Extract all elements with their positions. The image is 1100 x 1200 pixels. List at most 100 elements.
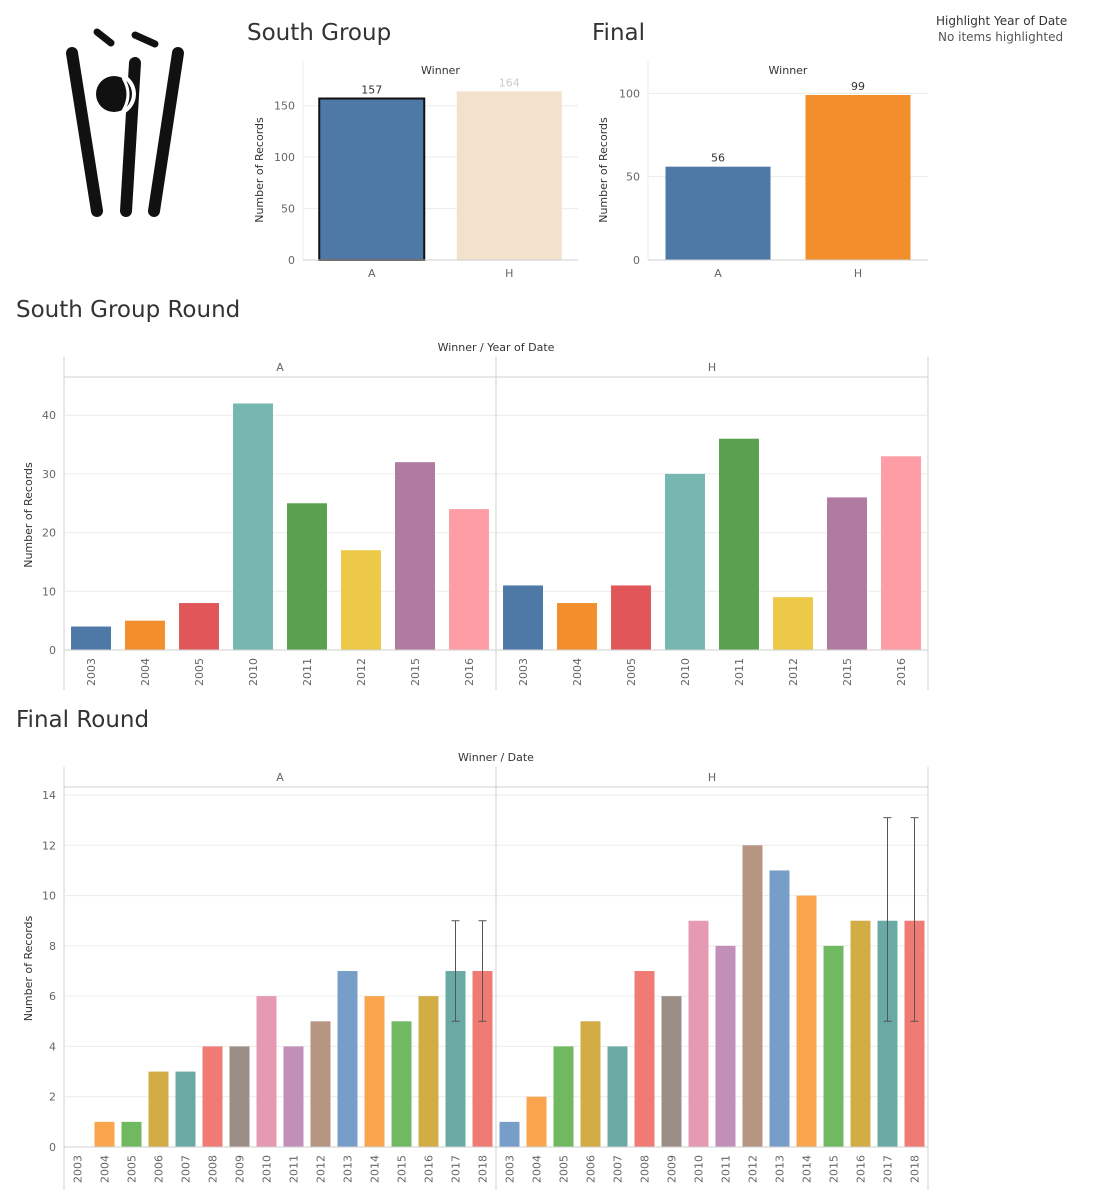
final-summary-bar-h xyxy=(805,95,911,260)
south-group-round-bar-h-2005 xyxy=(611,585,651,650)
south-group-round-bar-a-2015 xyxy=(395,462,435,650)
south-group-round-x-tick: 2016 xyxy=(463,658,476,686)
final-round-bar-a-2004 xyxy=(94,1121,115,1147)
final-round-bar-a-2016 xyxy=(418,996,439,1147)
final-round-bar-a-2009 xyxy=(229,1046,250,1147)
final-round-x-tick: 2018 xyxy=(909,1155,922,1183)
final-summary-y-tick: 0 xyxy=(633,254,640,267)
final-round-y-tick: 8 xyxy=(49,940,56,953)
final-round-bar-h-2007 xyxy=(607,1046,628,1147)
south-group-round-y-tick: 20 xyxy=(42,527,56,540)
highlight-control[interactable]: Highlight Year of Date No items highligh… xyxy=(936,14,1067,44)
final-title: Final xyxy=(592,20,646,46)
final-round-bar-h-2018 xyxy=(904,920,925,1147)
south-group-round-bar-a-2004 xyxy=(125,620,165,650)
final-round-x-tick: 2008 xyxy=(207,1155,220,1183)
final-round-bar-h-2004 xyxy=(526,1096,547,1147)
south-group-title: South Group xyxy=(247,20,392,46)
south-group-round-bar-a-2012 xyxy=(341,550,381,650)
final-summary-data-label: 56 xyxy=(711,152,725,165)
final-round-bar-a-2012 xyxy=(310,1021,331,1147)
final-round-x-tick: 2016 xyxy=(855,1155,868,1183)
south-group-summary-y-tick: 0 xyxy=(288,254,295,267)
final-round-y-tick: 2 xyxy=(49,1091,56,1104)
final-summary-y-tick: 50 xyxy=(626,171,640,184)
final-round-bar-h-2009 xyxy=(661,996,682,1147)
south-group-round-x-tick: 2012 xyxy=(355,658,368,686)
final-round-bar-h-2014 xyxy=(796,895,817,1147)
south-group-round-x-tick: 2005 xyxy=(625,658,638,686)
final-round-bar-a-2013 xyxy=(337,971,358,1147)
final-round-y-tick: 14 xyxy=(42,789,56,802)
south-group-round-bar-h-2012 xyxy=(773,597,813,650)
south-group-round-x-tick: 2003 xyxy=(85,658,98,686)
south-group-round-panel-label-a: A xyxy=(276,361,284,374)
south-group-round-bar-h-2016 xyxy=(881,456,921,650)
final-round-panel-label-h: H xyxy=(708,771,716,784)
south-group-summary-y-tick: 150 xyxy=(274,100,295,113)
final-round-x-tick: 2011 xyxy=(288,1155,301,1183)
final-round-y-tick: 12 xyxy=(42,839,56,852)
final-round-x-tick: 2003 xyxy=(72,1155,85,1183)
final-round-bar-a-2010 xyxy=(256,996,277,1147)
final-round-bar-a-2017 xyxy=(445,971,466,1147)
south-group-summary-data-label: 157 xyxy=(361,84,382,97)
final-round-y-tick: 10 xyxy=(42,890,56,903)
final-round-x-tick: 2006 xyxy=(585,1155,598,1183)
final-round-header: Winner / Date xyxy=(458,751,534,764)
south-group-round-x-tick: 2015 xyxy=(841,658,854,686)
final-round-y-tick: 4 xyxy=(49,1040,56,1053)
final-round-bar-a-2008 xyxy=(202,1046,223,1147)
final-round-x-tick: 2008 xyxy=(639,1155,652,1183)
south-group-round-bar-h-2003 xyxy=(503,585,543,650)
south-group-round-bar-h-2015 xyxy=(827,497,867,650)
south-group-round-bar-a-2005 xyxy=(179,603,219,650)
south-group-round-bar-a-2010 xyxy=(233,403,273,650)
final-round-x-tick: 2007 xyxy=(612,1155,625,1183)
final-round-x-tick: 2016 xyxy=(423,1155,436,1183)
final-round-bar-a-2011 xyxy=(283,1046,304,1147)
final-round-bar-h-2010 xyxy=(688,920,709,1147)
final-round-bar-a-2015 xyxy=(391,1021,412,1147)
final-summary-ylabel: Number of Records xyxy=(597,117,610,223)
final-round-x-tick: 2014 xyxy=(369,1155,382,1183)
final-round-x-tick: 2013 xyxy=(342,1155,355,1183)
final-round-bar-h-2003 xyxy=(499,1121,520,1147)
final-round-x-tick: 2012 xyxy=(747,1155,760,1183)
final-round-bar-h-2008 xyxy=(634,971,655,1147)
south-group-round-x-tick: 2005 xyxy=(193,658,206,686)
final-round-bar-h-2006 xyxy=(580,1021,601,1147)
final-round-x-tick: 2010 xyxy=(693,1155,706,1183)
highlight-value[interactable]: No items highlighted xyxy=(938,30,1064,44)
south-group-round-x-tick: 2011 xyxy=(733,658,746,686)
final-round-bar-h-2015 xyxy=(823,945,844,1147)
south-group-round-x-tick: 2010 xyxy=(679,658,692,686)
south-group-round-bar-a-2003 xyxy=(71,626,111,650)
south-group-round-y-tick: 30 xyxy=(42,468,56,481)
final-round-x-tick: 2014 xyxy=(801,1155,814,1183)
south-group-round-x-tick: 2003 xyxy=(517,658,530,686)
final-round-x-tick: 2005 xyxy=(558,1155,571,1183)
final-round-x-tick: 2004 xyxy=(99,1155,112,1183)
south-group-round-bar-a-2011 xyxy=(287,503,327,650)
south-group-summary-x-tick: H xyxy=(505,267,513,280)
final-round-x-tick: 2017 xyxy=(882,1155,895,1183)
final-round-ylabel: Number of Records xyxy=(22,915,35,1021)
final-round-bar-a-2018 xyxy=(472,971,493,1147)
south-group-summary-ylabel: Number of Records xyxy=(253,117,266,223)
south-group-round-bar-h-2011 xyxy=(719,438,759,650)
final-summary-x-tick: H xyxy=(854,267,862,280)
final-round-x-tick: 2018 xyxy=(477,1155,490,1183)
final-round-bar-a-2006 xyxy=(148,1071,169,1147)
final-round-panel-label-a: A xyxy=(276,771,284,784)
final-round-bar-h-2013 xyxy=(769,870,790,1147)
final-round-x-tick: 2006 xyxy=(153,1155,166,1183)
south-group-round-header: Winner / Year of Date xyxy=(438,341,555,354)
south-group-summary-bar-a xyxy=(318,97,426,261)
south-group-round-x-tick: 2004 xyxy=(139,658,152,686)
final-round-title: Final Round xyxy=(16,707,150,733)
final-round-bar-a-2005 xyxy=(121,1121,142,1147)
south-group-round-title: South Group Round xyxy=(16,297,241,323)
south-group-summary-data-label: 164 xyxy=(499,76,520,89)
